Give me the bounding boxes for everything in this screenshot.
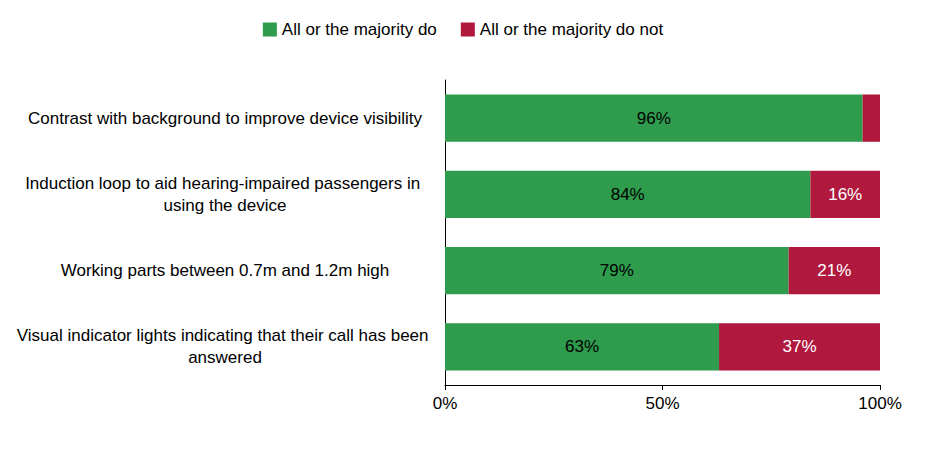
svg-text:All or the majority do: All or the majority do <box>282 20 437 39</box>
svg-text:21%: 21% <box>817 261 851 280</box>
svg-text:84%: 84% <box>611 185 645 204</box>
svg-text:using the device: using the device <box>164 196 287 215</box>
svg-text:50%: 50% <box>645 394 679 413</box>
svg-text:Induction loop to aid hearing-: Induction loop to aid hearing-impaired p… <box>25 174 425 193</box>
svg-text:63%: 63% <box>565 337 599 356</box>
svg-text:79%: 79% <box>600 261 634 280</box>
svg-text:96%: 96% <box>637 109 671 128</box>
svg-text:Contrast with background to im: Contrast with background to improve devi… <box>28 109 423 128</box>
svg-text:answered: answered <box>188 348 262 367</box>
svg-text:16%: 16% <box>828 185 862 204</box>
svg-text:All or the majority do not: All or the majority do not <box>480 20 664 39</box>
svg-text:0%: 0% <box>433 394 458 413</box>
svg-text:100%: 100% <box>858 394 901 413</box>
svg-text:Visual indicator lights indica: Visual indicator lights indicating that … <box>17 326 433 345</box>
svg-text:Working parts between 0.7m and: Working parts between 0.7m and 1.2m high <box>61 261 390 280</box>
svg-text:37%: 37% <box>783 337 817 356</box>
